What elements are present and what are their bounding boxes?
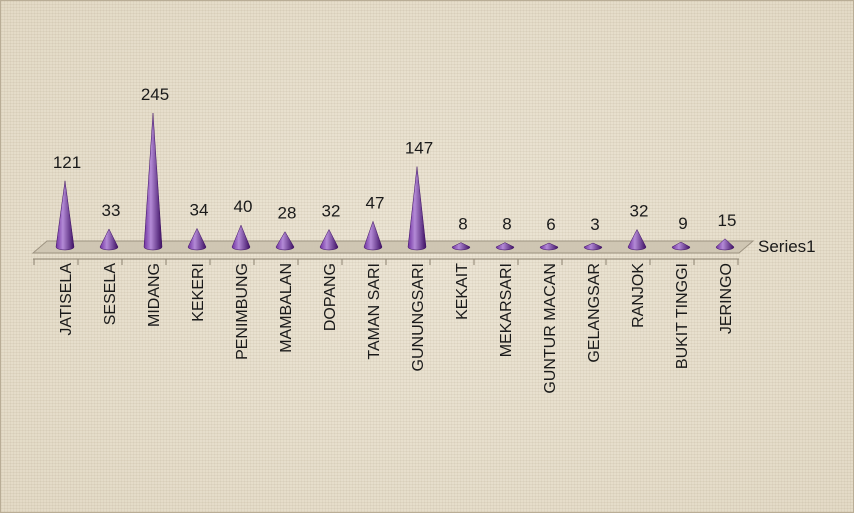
data-label: 121 [53,153,81,172]
cone-bar [55,180,75,251]
cone-body [539,242,559,251]
cone-body [671,241,691,251]
data-label: 8 [502,215,511,234]
chart-floor [31,240,755,254]
data-label: 28 [278,204,297,223]
cone-body [715,238,735,251]
data-label: 8 [458,215,467,234]
data-label: 32 [322,201,341,220]
data-label: 15 [718,211,737,230]
cone-body [407,166,427,251]
cone-body [231,224,251,251]
cone-bar [363,220,383,251]
cone-body [99,228,119,251]
data-label: 33 [102,201,121,220]
cone-body [319,228,339,251]
category-label: KEKERI [190,263,207,322]
category-label: TAMAN SARI [366,263,383,360]
category-label: RANJOK [630,263,647,328]
cone-body [451,242,471,251]
category-label: JATISELA [58,263,75,336]
series-legend-label: Series1 [758,237,816,256]
cone-bar [407,166,427,251]
data-label: 32 [630,201,649,220]
cone-body [363,220,383,251]
cone-bar [451,242,471,251]
data-label: 147 [405,139,433,158]
cone-body [187,227,207,251]
cone-body [143,112,163,251]
cone-bar [539,242,559,251]
cone-bar [187,227,207,251]
category-label: MIDANG [146,263,163,327]
cone-bar [99,228,119,251]
cone-body [495,242,515,251]
category-label: GUNUNGSARI [410,263,427,371]
category-label: GELANGSAR [586,263,603,363]
data-label: 245 [141,85,169,104]
category-label: KEKAIT [454,263,471,320]
category-label: SESELA [102,263,119,326]
data-label: 9 [678,214,687,233]
category-label: DOPANG [322,263,339,331]
category-label: PENIMBUNG [234,263,251,360]
data-label: 34 [190,200,209,219]
category-label: GUNTUR MACAN [542,263,559,394]
category-label: MEKARSARI [498,263,515,357]
cone-bar [627,228,647,251]
category-label: BUKIT TINGGI [674,263,691,369]
cone-bar [715,238,735,251]
cone-bar [231,224,251,251]
cone-body [55,180,75,251]
cone-body [627,228,647,251]
data-label: 47 [366,193,385,212]
cone-bar [583,242,603,251]
data-label: 40 [234,197,253,216]
category-label: JERINGO [718,263,735,334]
cone-body [583,242,603,251]
cone-bar [319,228,339,251]
cone-bar [143,112,163,251]
category-label: MAMBALAN [278,263,295,353]
cone-bar [275,231,295,251]
data-label: 6 [546,215,555,234]
data-label: 3 [590,215,599,234]
cone-body [275,231,295,251]
cone-bar [495,242,515,251]
cone-bar [671,241,691,251]
